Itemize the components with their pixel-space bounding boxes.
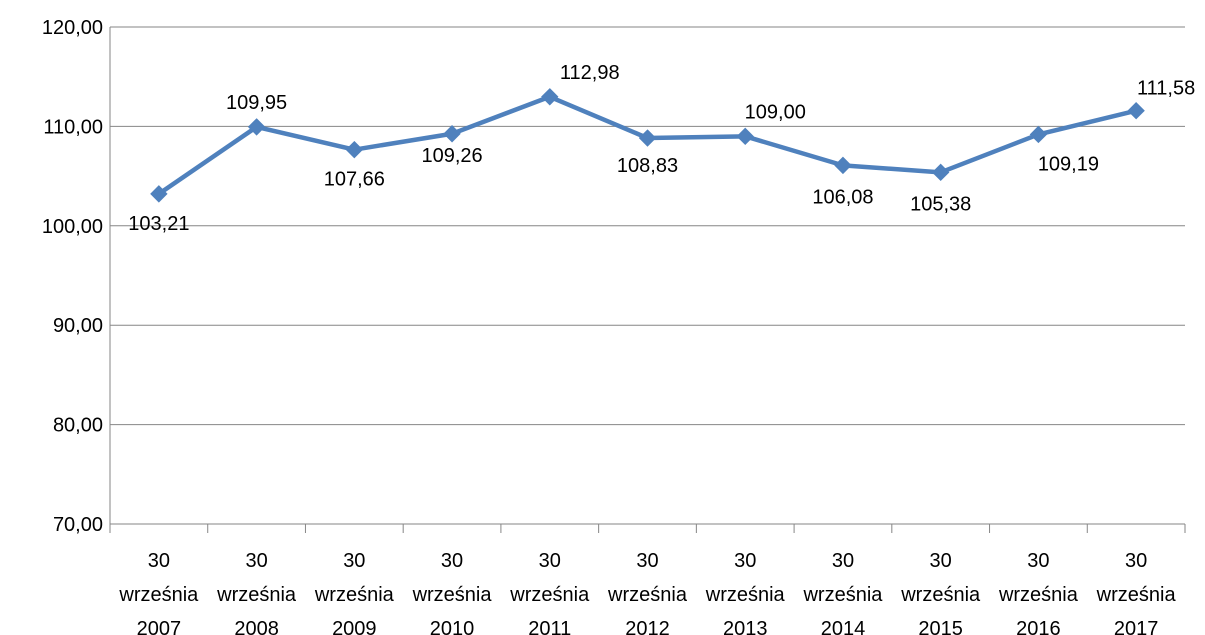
x-tick-label: 30 września 2010: [412, 550, 493, 635]
x-tick-label: 30 września 2007: [118, 550, 199, 635]
x-tick-label: 30 września 2014: [802, 550, 883, 635]
x-tick-label-line: września: [314, 584, 395, 606]
x-tick-label: 30 września 2011: [509, 550, 590, 635]
x-tick-label-line: 30: [832, 550, 854, 572]
x-tick-label-line: września: [118, 584, 199, 606]
data-point-marker: [443, 125, 461, 143]
data-label: 103,21: [128, 213, 189, 235]
x-tick-label-line: 2009: [332, 618, 377, 635]
x-tick-label-line: września: [900, 584, 981, 606]
data-point-marker: [1029, 125, 1048, 144]
x-tick-label-line: 2014: [821, 618, 866, 635]
x-tick-label-line: 2011: [528, 618, 571, 635]
data-point-marker: [345, 140, 364, 159]
data-point-marker: [834, 156, 852, 175]
x-tick-label-line: września: [1096, 584, 1177, 606]
data-point-marker: [247, 118, 266, 136]
data-point-marker: [541, 88, 559, 106]
y-tick-label: 100,00: [42, 216, 103, 238]
x-tick-label-line: września: [509, 584, 590, 606]
data-label: 108,83: [617, 155, 678, 177]
data-label: 111,58: [1137, 78, 1195, 100]
y-axis-tick-labels: 70,00 80,00 90,00 100,00 110,00 120,00: [42, 17, 103, 536]
x-tick-label-line: 30: [636, 550, 658, 572]
x-tick-label-line: września: [705, 584, 786, 606]
axes: [109, 27, 1186, 533]
data-label: 105,38: [910, 193, 971, 215]
x-tick-label-line: 2015: [918, 618, 963, 635]
y-tick-label: 120,00: [42, 17, 103, 39]
x-tick-label: 30 września 2008: [216, 550, 297, 635]
x-axis-tick-labels: 30 września 2007 30 września 2008 30 września 20…: [118, 550, 1176, 635]
data-point-marker: [150, 185, 168, 203]
x-tick-label: 30 września 2012: [607, 550, 688, 635]
x-tick-label-line: 2010: [430, 618, 475, 635]
x-tick-label-line: 2016: [1016, 618, 1061, 635]
y-tick-label: 90,00: [53, 315, 103, 337]
x-tick-label: 30 września 2015: [900, 550, 981, 635]
x-tick-label-line: września: [998, 584, 1079, 606]
x-tick-label-line: 2008: [234, 618, 279, 635]
x-tick-label: 30 września 2009: [314, 550, 395, 635]
data-point-marker: [931, 163, 950, 182]
data-point-marker: [1127, 101, 1145, 120]
x-tick-label-line: 2017: [1114, 618, 1159, 635]
x-tick-label-line: 30: [441, 550, 463, 572]
x-tick-label-line: września: [412, 584, 493, 606]
x-tick-label-line: 30: [539, 550, 561, 572]
x-tick-label-line: 2007: [137, 618, 182, 635]
y-tick-label: 70,00: [53, 514, 103, 536]
series-group: [150, 88, 1145, 203]
x-tick-label: 30 września 2017: [1096, 550, 1177, 635]
x-tick-label-line: 30: [1027, 550, 1049, 572]
x-tick-label-line: 30: [148, 550, 170, 572]
x-tick-label-line: 2012: [625, 618, 670, 635]
y-tick-label: 110,00: [43, 116, 103, 138]
x-tick-label-line: września: [802, 584, 883, 606]
x-tick-label-line: 2013: [723, 618, 768, 635]
data-label: 112,98: [560, 62, 620, 84]
data-point-marker: [638, 129, 657, 147]
x-tick-label-line: 30: [734, 550, 756, 572]
x-tick-label: 30 września 2013: [705, 550, 786, 635]
data-label: 109,26: [421, 145, 482, 167]
gridlines: [110, 26, 1185, 525]
x-tick-label-line: września: [607, 584, 688, 606]
data-label: 106,08: [812, 186, 873, 208]
x-tick-label-line: 30: [1125, 550, 1147, 572]
x-tick-label-line: 30: [930, 550, 952, 572]
data-label: 109,19: [1038, 153, 1099, 175]
data-point-marker: [736, 127, 754, 146]
data-label: 107,66: [324, 169, 385, 191]
x-tick-label-line: 30: [343, 550, 365, 572]
x-tick-label-line: 30: [245, 550, 267, 572]
x-tick-label-line: września: [216, 584, 297, 606]
data-label: 109,00: [745, 101, 806, 123]
y-tick-label: 80,00: [53, 415, 103, 437]
data-label: 109,95: [226, 92, 287, 114]
x-tick-label: 30 września 2016: [998, 550, 1079, 635]
data-labels: 103,21 109,95 107,66 109,26 112,98 108,83 109,…: [128, 62, 1195, 235]
